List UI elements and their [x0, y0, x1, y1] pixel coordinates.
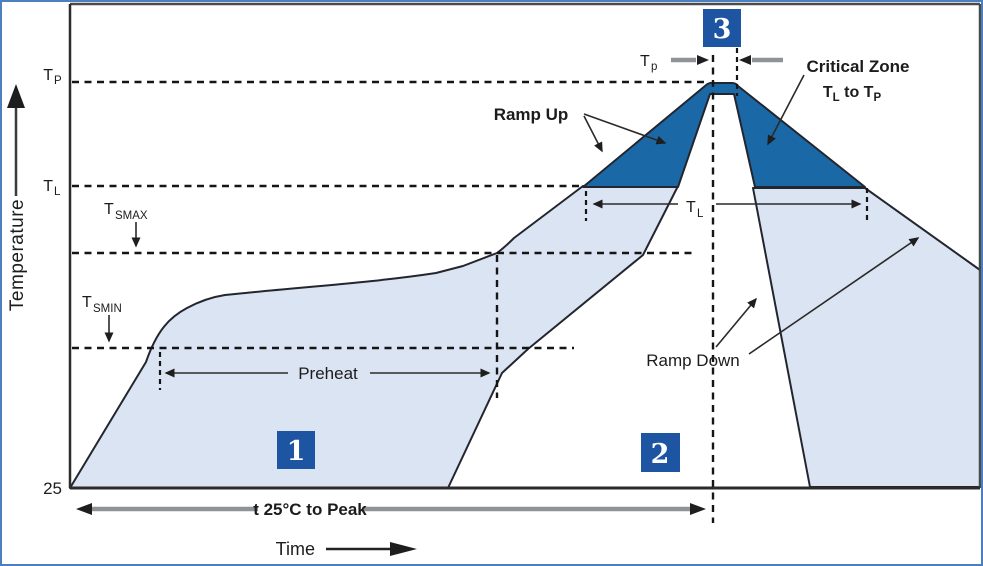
tsmax-label-sub: SMAX [115, 210, 148, 222]
tp-peak-arrow-left-head-icon [697, 55, 709, 65]
critical-range-sub2: P [873, 92, 881, 104]
tp-peak-label: T [640, 53, 650, 70]
time-axis-arrowhead-icon [390, 542, 417, 556]
t25-to-peak-label: t 25°C to Peak [253, 500, 367, 519]
zone-2-badge-digit: 2 [651, 439, 670, 470]
tp-axis-label: T [43, 67, 53, 84]
tp-peak-arrow-right-head-icon [739, 55, 751, 65]
tsmin-label: T [82, 294, 92, 311]
ramp-down-arrow-2 [748, 237, 920, 355]
t25-span-right-head-icon [690, 503, 706, 515]
temperature-axis-label: Temperature [7, 199, 28, 311]
zone-1-badge-digit: 1 [287, 436, 306, 467]
tl-axis-label: T [43, 178, 53, 195]
tl-span-label-sub: L [697, 208, 704, 220]
preheat-label: Preheat [298, 364, 358, 383]
zone-3-badge [703, 9, 741, 47]
critical-zone-label-line2: TL to TP [823, 84, 882, 104]
tl-axis-label-sub: L [54, 186, 61, 198]
t25-span-left-head-icon [76, 503, 92, 515]
critical-zone-arrow [767, 74, 805, 146]
ramp-up-arrow-1 [583, 115, 603, 153]
ramp-down-label: Ramp Down [646, 351, 740, 370]
profile-band-region [69, 185, 679, 489]
critical-zone-label-line1: Critical Zone [807, 57, 910, 76]
tsmin-label-sub: SMIN [93, 303, 122, 315]
origin-temp-label: 25 [43, 479, 62, 498]
ramp-up-arrow-2 [583, 113, 667, 145]
zone-2-badge [641, 433, 680, 472]
tp-axis-label-sub: P [54, 75, 62, 87]
ramp-down-arrow-1 [715, 297, 757, 348]
zone-1-badge [277, 431, 315, 469]
temperature-axis-arrowhead-icon [7, 84, 25, 108]
critical-range-base1: T [823, 84, 833, 101]
critical-range-sub1: L [833, 92, 840, 104]
ramp-down-band-region [752, 187, 981, 488]
tp-peak-label-sub: p [651, 61, 657, 73]
critical-zone-region [582, 81, 866, 188]
critical-range-mid: to T [840, 84, 874, 101]
tl-span-label: T [686, 199, 696, 216]
time-axis-label: Time [276, 539, 315, 559]
zone-3-badge-digit: 3 [713, 14, 732, 45]
ramp-up-label: Ramp Up [494, 105, 569, 124]
tsmax-label: T [104, 201, 114, 218]
